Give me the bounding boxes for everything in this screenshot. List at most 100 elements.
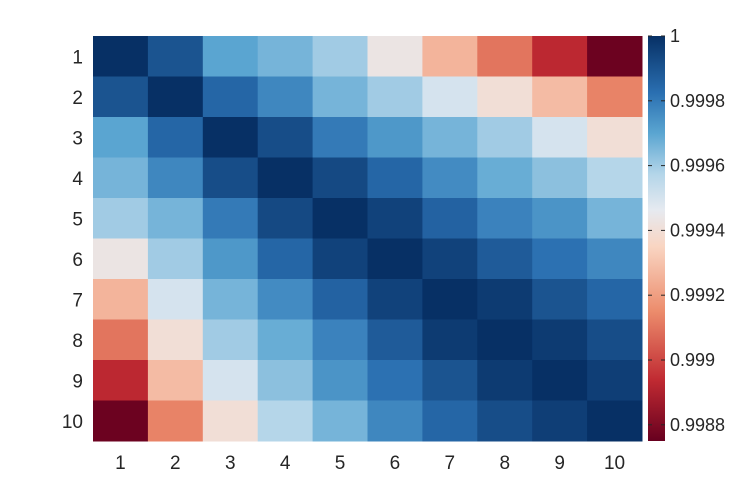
heatmap-cell <box>202 400 259 442</box>
heatmap-cell <box>312 76 368 118</box>
heatmap-cell <box>202 238 259 280</box>
heatmap-cell <box>147 279 204 320</box>
heatmap-cell <box>367 117 423 158</box>
colorbar-gradient <box>648 36 665 441</box>
colorbar-tick-label: 0.9994 <box>670 220 725 240</box>
heatmap-cell <box>587 157 643 199</box>
colorbar: 1 0.9998 0.9996 0.9994 0.9992 0.999 0.9988 <box>648 26 725 441</box>
heatmap-cell <box>587 279 643 320</box>
heatmap-cell <box>202 76 259 118</box>
y-tick-label: 7 <box>72 290 83 311</box>
heatmap-cell <box>257 238 314 280</box>
x-tick-label: 6 <box>390 453 401 474</box>
heatmap-cell <box>93 157 149 199</box>
heatmap-cell <box>367 157 423 199</box>
heatmap-cell <box>532 400 588 442</box>
heatmap-cell <box>93 279 149 320</box>
heatmap-cell <box>367 76 423 118</box>
heatmap-cell <box>147 36 204 77</box>
heatmap-cell <box>312 319 368 361</box>
heatmap-cell <box>202 279 259 320</box>
y-tick-label: 3 <box>72 128 83 149</box>
heatmap-cell <box>93 400 149 442</box>
heatmap-cell <box>422 238 478 280</box>
heatmap-cell <box>532 198 588 239</box>
heatmap-cell <box>587 36 643 77</box>
heatmap-cell <box>147 157 204 199</box>
colorbar-tick-label: 1 <box>670 26 680 46</box>
x-tick-label: 10 <box>604 453 625 474</box>
heatmap-cell <box>367 198 423 239</box>
heatmap-cell <box>587 76 643 118</box>
x-tick-label: 8 <box>499 453 510 474</box>
y-axis: 1 2 3 4 5 6 7 8 9 10 <box>62 47 84 433</box>
heatmap-cell <box>93 319 149 361</box>
heatmap-cell <box>477 238 533 280</box>
heatmap-cell <box>312 198 368 239</box>
heatmap-cell <box>312 36 368 77</box>
heatmap-cell <box>367 279 423 320</box>
heatmap-cell <box>587 117 643 158</box>
heatmap-cell <box>477 319 533 361</box>
heatmap-cells <box>93 36 643 442</box>
heatmap-cell <box>422 360 478 401</box>
heatmap-cell <box>312 279 368 320</box>
heatmap-cell <box>477 117 533 158</box>
colorbar-ticks: 1 0.9998 0.9996 0.9994 0.9992 0.999 0.9988 <box>648 26 725 435</box>
heatmap-cell <box>257 279 314 320</box>
heatmap-cell <box>93 198 149 239</box>
heatmap-cell <box>147 198 204 239</box>
heatmap-cell <box>257 36 314 77</box>
heatmap-cell <box>587 319 643 361</box>
heatmap-cell <box>422 198 478 239</box>
heatmap-cell <box>477 157 533 199</box>
heatmap-cell <box>312 117 368 158</box>
heatmap-cell <box>93 76 149 118</box>
heatmap-cell <box>202 360 259 401</box>
colorbar-tick-label: 0.9988 <box>670 415 725 435</box>
y-tick-label: 10 <box>62 412 83 433</box>
y-tick-label: 9 <box>72 371 83 392</box>
heatmap-cell <box>422 36 478 77</box>
colorbar-tick-label: 0.9996 <box>670 156 725 176</box>
heatmap-cell <box>587 238 643 280</box>
heatmap-cell <box>93 360 149 401</box>
heatmap-cell <box>422 279 478 320</box>
heatmap-cell <box>422 117 478 158</box>
heatmap-cell <box>532 117 588 158</box>
heatmap-cell <box>367 238 423 280</box>
heatmap-cell <box>312 157 368 199</box>
heatmap-cell <box>257 117 314 158</box>
y-tick-label: 2 <box>72 88 83 109</box>
heatmap-cell <box>422 76 478 118</box>
heatmap-cell <box>202 117 259 158</box>
heatmap-cell <box>367 36 423 77</box>
y-tick-label: 1 <box>72 47 83 68</box>
colorbar-tick-label: 0.9998 <box>670 91 725 111</box>
heatmap-cell <box>422 400 478 442</box>
heatmap-cell <box>477 76 533 118</box>
heatmap-cell <box>532 157 588 199</box>
y-tick-label: 4 <box>72 169 83 190</box>
heatmap-cell <box>532 360 588 401</box>
heatmap-cell <box>257 198 314 239</box>
y-tick-label: 8 <box>72 331 83 352</box>
heatmap-cell <box>587 360 643 401</box>
heatmap-cell <box>93 36 149 77</box>
heatmap-cell <box>477 36 533 77</box>
heatmap-cell <box>477 400 533 442</box>
heatmap-cell <box>202 198 259 239</box>
x-axis: 1 2 3 4 5 6 7 8 9 10 <box>115 453 625 474</box>
x-tick-label: 9 <box>554 453 565 474</box>
heatmap-cell <box>147 400 204 442</box>
heatmap-cell <box>587 198 643 239</box>
heatmap-cell <box>202 36 259 77</box>
heatmap-cell <box>477 198 533 239</box>
heatmap-cell <box>257 76 314 118</box>
heatmap-cell <box>532 279 588 320</box>
y-tick-label: 5 <box>72 209 83 230</box>
heatmap-cell <box>202 319 259 361</box>
heatmap-cell <box>532 238 588 280</box>
heatmap-cell <box>202 157 259 199</box>
colorbar-tick-label: 0.9992 <box>670 285 725 305</box>
